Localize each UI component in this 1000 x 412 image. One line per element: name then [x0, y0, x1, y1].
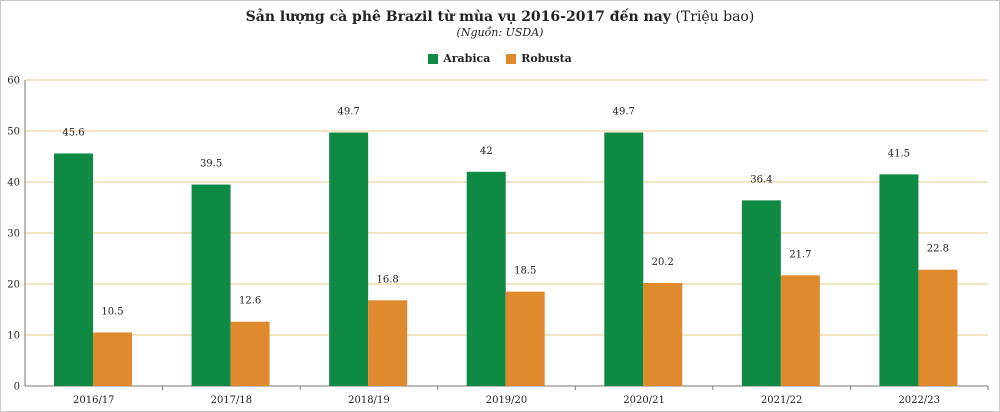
value-label-arabica-2019-20: 42 — [480, 146, 493, 157]
bar-arabica-2019-20 — [466, 171, 506, 386]
x-tick-label-2017-18: 2017/18 — [211, 395, 253, 406]
value-label-arabica-2021-22: 36.4 — [750, 174, 772, 185]
bar-arabica-2017-18 — [191, 184, 231, 386]
bar-robusta-2022-23 — [918, 269, 958, 386]
y-tick-label-0: 0 — [14, 382, 20, 393]
bar-robusta-2020-21 — [643, 282, 683, 386]
value-label-arabica-2020-21: 49.7 — [613, 107, 635, 118]
x-tick-label-2021-22: 2021/22 — [761, 395, 803, 406]
value-label-robusta-2021-22: 21.7 — [789, 249, 811, 260]
x-tick-label-2018-19: 2018/19 — [348, 395, 390, 406]
bar-arabica-2016-17 — [54, 153, 93, 386]
chart-title: Sản lượng cà phê Brazil từ mùa vụ 2016-2… — [0, 9, 1000, 25]
legend-item-arabica: Arabica — [428, 52, 490, 65]
legend-item-robusta: Robusta — [506, 52, 572, 65]
y-tick-label-60: 60 — [7, 76, 20, 87]
bar-robusta-2018-19 — [368, 300, 408, 386]
value-label-robusta-2016-17: 10.5 — [101, 306, 123, 317]
y-tick-label-40: 40 — [7, 178, 20, 189]
bar-robusta-2019-20 — [505, 291, 545, 386]
value-label-arabica-2016-17: 45.6 — [62, 127, 84, 138]
bar-arabica-2020-21 — [604, 132, 644, 386]
chart-legend: Arabica Robusta — [0, 52, 1000, 67]
value-label-arabica-2022-23: 41.5 — [888, 148, 910, 159]
bar-robusta-2021-22 — [780, 275, 820, 386]
y-tick-label-10: 10 — [7, 331, 20, 342]
bar-arabica-2021-22 — [741, 200, 781, 386]
y-tick-label-50: 50 — [7, 127, 20, 138]
bar-robusta-2017-18 — [230, 321, 270, 386]
bar-arabica-2018-19 — [329, 132, 369, 386]
value-label-robusta-2020-21: 20.2 — [652, 257, 674, 268]
chart-subtitle: (Nguồn: USDA) — [456, 26, 544, 39]
value-label-arabica-2017-18: 39.5 — [200, 159, 222, 170]
x-tick-label-2020-21: 2020/21 — [623, 395, 665, 406]
legend-swatch-robusta — [506, 53, 517, 64]
value-label-robusta-2019-20: 18.5 — [514, 266, 536, 277]
legend-label-robusta: Robusta — [521, 52, 572, 65]
chart-title-main: Sản lượng cà phê Brazil từ mùa vụ 2016-2… — [245, 9, 671, 25]
value-label-robusta-2017-18: 12.6 — [239, 296, 261, 307]
legend-swatch-arabica — [428, 53, 439, 64]
value-label-robusta-2018-19: 16.8 — [377, 274, 399, 285]
x-tick-label-2019-20: 2019/20 — [486, 395, 528, 406]
legend-label-arabica: Arabica — [443, 52, 491, 65]
bar-robusta-2016-17 — [93, 332, 132, 386]
y-tick-label-30: 30 — [7, 229, 20, 240]
value-label-arabica-2018-19: 49.7 — [338, 107, 360, 118]
x-tick-label-2016-17: 2016/17 — [73, 395, 115, 406]
value-label-robusta-2022-23: 22.8 — [927, 244, 949, 255]
x-tick-label-2022-23: 2022/23 — [898, 395, 940, 406]
y-tick-label-20: 20 — [7, 280, 20, 291]
chart-title-unit: (Triệu bao) — [675, 9, 755, 25]
bar-arabica-2022-23 — [879, 174, 919, 386]
